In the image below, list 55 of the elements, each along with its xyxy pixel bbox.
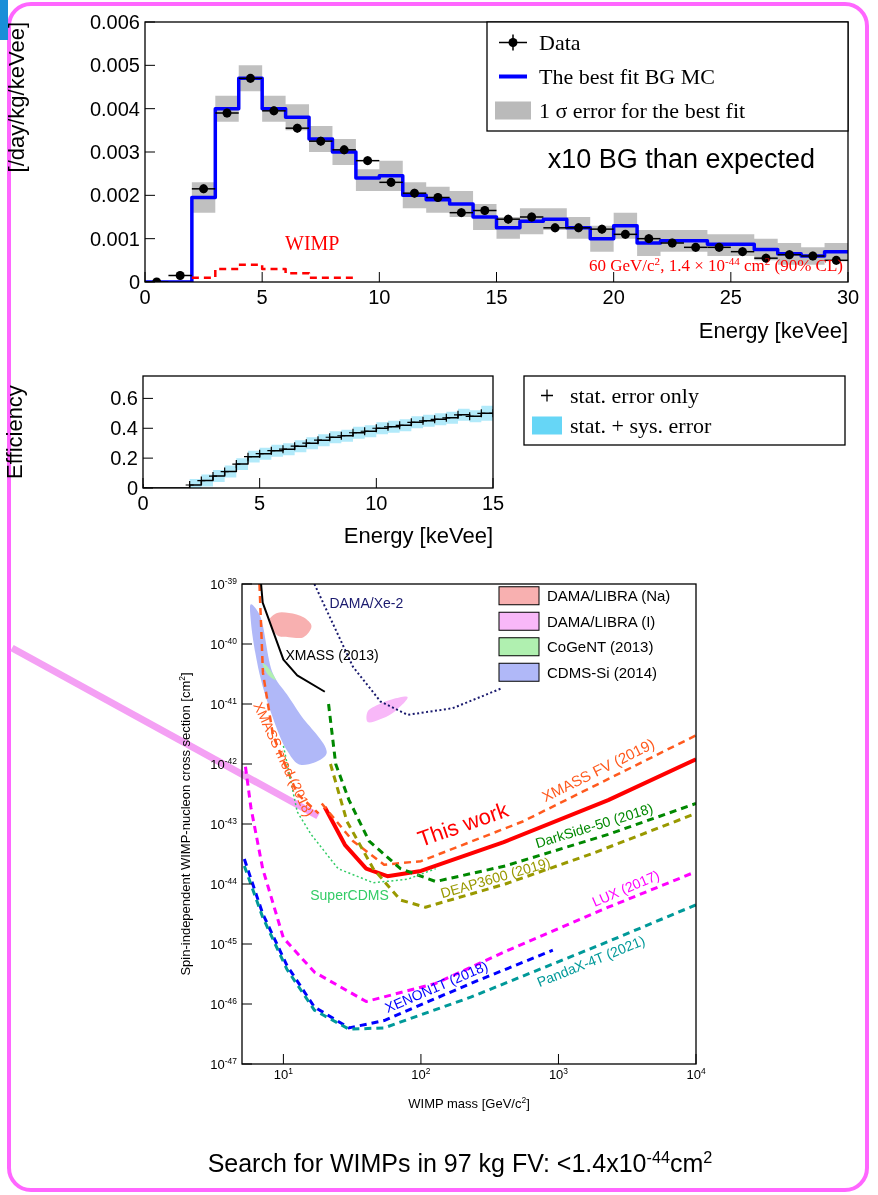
legend-label: 1 σ error for the best fit [539, 98, 746, 124]
legend-label: stat. + sys. error [570, 413, 712, 439]
y-tick-label: 0.004 [89, 97, 140, 120]
x-tick-label: 25 [719, 286, 742, 308]
x-tick-label: 20 [602, 286, 625, 308]
x-axis-title: WIMP mass [GeV/c$^{2}$] [408, 1095, 530, 1111]
series-label: DAMA/Xe-2 [329, 595, 404, 611]
y-tick-label: 0.006 [89, 11, 140, 33]
y-tick-label: 0.001 [89, 227, 140, 250]
x-tick-label: 10 [368, 286, 391, 308]
x-tick-label: 10$^{4}$ [686, 1066, 706, 1082]
x-tick-label: 15 [485, 286, 508, 308]
series-label: XMASS (2013) [285, 646, 379, 663]
legend-label: CoGeNT (2013) [547, 638, 654, 655]
y-tick-label: 0 [128, 271, 140, 293]
y-tick-label: 10$^{-45}$ [210, 935, 238, 952]
annotation: WIMP [285, 232, 340, 254]
y-tick-label: 0.4 [110, 417, 138, 440]
y-tick-label: 10$^{-43}$ [210, 815, 238, 832]
y-axis-title: Efficiency [2, 385, 27, 479]
annotation: x10 BG than expected [547, 144, 815, 174]
y-axis-title: [/day/kg/keVee] [4, 22, 29, 173]
y-tick-label: 0.003 [89, 141, 140, 163]
x-tick-label: 10$^{3}$ [548, 1066, 569, 1082]
x-tick-label: 5 [256, 286, 268, 308]
x-axis-title: Energy [keVee] [698, 318, 848, 343]
y-tick-label: 10$^{-42}$ [210, 755, 238, 772]
y-tick-label: 0 [126, 477, 138, 499]
legend-label: DAMA/LIBRA (Na) [547, 587, 671, 604]
y-tick-label: 10$^{-46}$ [210, 995, 238, 1012]
legend-label: CDMS-Si (2014) [547, 663, 658, 681]
legend-label: The best fit BG MC [539, 64, 715, 90]
y-tick-label: 0.6 [110, 387, 138, 410]
x-tick-label: 30 [836, 286, 860, 308]
y-tick-label: 0.2 [110, 447, 138, 470]
y-tick-label: 10$^{-44}$ [210, 875, 238, 892]
x-tick-label: 10 [365, 492, 388, 514]
y-tick-label: 10$^{-40}$ [210, 635, 238, 652]
legend-label: DAMA/LIBRA (I) [547, 612, 656, 630]
y-tick-label: 0.002 [89, 184, 140, 207]
x-tick-label: 15 [481, 492, 505, 514]
x-tick-label: 5 [254, 492, 266, 514]
text: This work [414, 796, 513, 852]
x-tick-label: 10$^{1}$ [273, 1066, 294, 1082]
legend-label: Data [539, 30, 581, 56]
text: Search for WIMPs in 97 kg FV: <1.4x10$^{-44}$cm$^{2}$ [207, 1148, 713, 1177]
y-tick-label: 10$^{-41}$ [210, 695, 238, 712]
y-tick-label: 10$^{-39}$ [210, 575, 238, 592]
x-axis-title: Energy [keVee] [343, 523, 493, 548]
annotation: 60 GeV/c$^{2}$, 1.4 × 10$^{-44}$ cm$^{2}$ (90% CL) [588, 255, 843, 275]
y-tick-label: 0.005 [89, 54, 140, 77]
legend-label: stat. error only [570, 383, 699, 409]
x-tick-label: 10$^{2}$ [411, 1066, 431, 1082]
series-label: SuperCDMS [310, 886, 389, 903]
y-tick-label: 10$^{-47}$ [210, 1055, 238, 1072]
